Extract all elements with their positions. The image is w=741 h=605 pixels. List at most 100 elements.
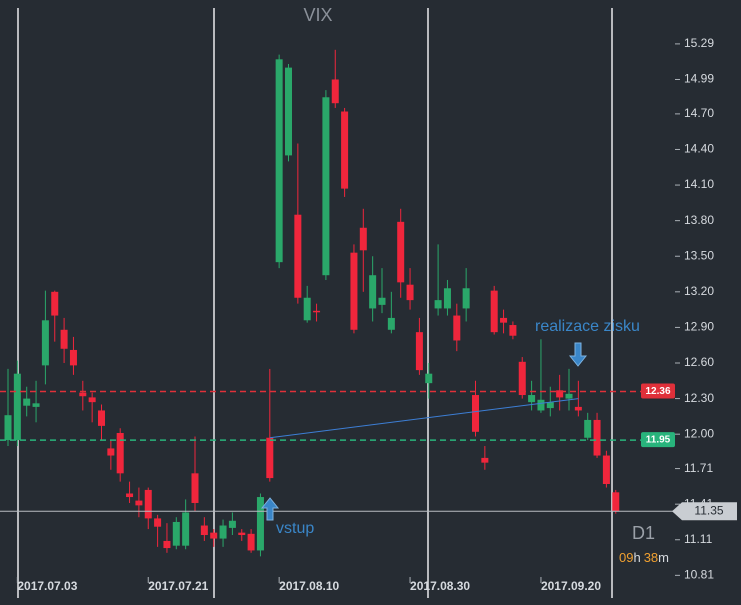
y-tick-label: 14.70 (684, 106, 714, 120)
level-label-box (641, 383, 675, 399)
candle-body (285, 67, 292, 156)
candle-body (69, 349, 77, 366)
candle-body (612, 492, 620, 512)
candle-body (210, 532, 218, 539)
candle-body (172, 521, 180, 546)
y-tick-label: 14.40 (684, 142, 714, 156)
candle-body (116, 432, 124, 474)
level-label: 11.95 (646, 435, 671, 446)
candle-body (294, 214, 302, 298)
y-tick-label: 13.80 (684, 213, 714, 227)
chart-title: VIX (303, 5, 332, 25)
candle-body (4, 415, 12, 441)
x-tick-label: 2017.09.20 (541, 579, 601, 593)
candle-body (453, 315, 461, 341)
candle-body (378, 297, 386, 305)
candle-body (528, 395, 536, 403)
candle-body (602, 455, 610, 484)
candle-body (182, 512, 190, 546)
countdown-minutes: 38 (644, 550, 658, 565)
candle-body (350, 252, 358, 330)
candle-body (238, 532, 246, 536)
trendline (269, 398, 579, 439)
candle-body (415, 332, 423, 371)
candle-body (275, 59, 283, 263)
y-tick-label: 14.99 (684, 72, 714, 86)
candle-body (359, 227, 367, 251)
candle-body (500, 317, 508, 323)
candle-body (303, 297, 311, 321)
candle-body (256, 497, 264, 551)
plot: 15.29 14.99 14.70 14.40 14.10 13.80 13.50 13.20… (0, 36, 737, 593)
x-tick-label: 2017.07.03 (17, 579, 77, 593)
candle-body (144, 489, 152, 519)
candle-body (322, 97, 330, 276)
candle-body (546, 402, 554, 409)
candle-body (387, 317, 395, 330)
candle-body (593, 419, 601, 456)
y-tick-label: 10.81 (684, 568, 714, 582)
x-tick-label: 2017.08.10 (279, 579, 339, 593)
x-tick-label: 2017.07.21 (148, 579, 208, 593)
candle-body (200, 525, 208, 536)
candle-body (565, 393, 573, 399)
countdown: 09h 38m (619, 550, 669, 565)
candle-body (556, 390, 564, 398)
y-tick-label: 12.60 (684, 355, 714, 369)
y-tick-label: 11.71 (684, 461, 713, 475)
candle-body (228, 520, 236, 528)
candle-body (313, 310, 321, 313)
candle-body (219, 525, 227, 539)
candle-body (154, 518, 162, 527)
y-tick-label: 12.30 (684, 391, 714, 405)
exit-arrow (568, 342, 588, 367)
timeframe: D1 (632, 523, 655, 543)
candle-body (266, 437, 274, 479)
candle-body (13, 373, 21, 441)
candle-body (79, 392, 87, 397)
candle-body (331, 79, 339, 104)
candle-body (490, 290, 498, 333)
countdown-hours: 09 (619, 550, 633, 565)
candle-body (41, 320, 49, 366)
y-tick-label: 15.29 (684, 36, 714, 50)
candle-body (135, 500, 143, 506)
candle-body (397, 221, 405, 283)
current-price-label: 11.35 (694, 503, 723, 517)
y-tick-label: 11.11 (684, 532, 713, 546)
countdown-unit: m (658, 550, 669, 565)
candle-body (191, 473, 199, 503)
candle-body (163, 540, 171, 549)
candle-body (574, 406, 582, 411)
candle-body (443, 288, 451, 309)
annotation: vstup (276, 520, 314, 537)
candle-body (126, 493, 134, 498)
candle-body (537, 399, 545, 411)
candle-body (518, 361, 526, 396)
candle-body (472, 395, 479, 432)
x-tick-label: 2017.08.30 (410, 579, 470, 593)
current-price-box (672, 502, 737, 521)
candle-body (51, 291, 59, 316)
candle-body (481, 457, 489, 463)
candle-body (98, 410, 105, 426)
countdown-unit: h (633, 550, 640, 565)
candle-body (434, 300, 442, 309)
y-tick-label: 12.90 (684, 320, 714, 334)
candle-body (584, 419, 592, 438)
candle-body (425, 373, 433, 384)
entry-arrow (260, 497, 280, 521)
candle-body (369, 275, 377, 309)
candle-body (462, 288, 470, 309)
candle-body (88, 397, 96, 403)
candle-body (509, 325, 517, 336)
level-label: 12.36 (645, 386, 670, 397)
candle-body (23, 398, 31, 406)
annotation: realizace zisku (535, 318, 640, 335)
candle-body (32, 403, 40, 407)
y-tick-label: 14.10 (684, 177, 714, 191)
candle-body (107, 448, 115, 456)
candle-body (60, 329, 68, 349)
candle-body (341, 111, 349, 189)
